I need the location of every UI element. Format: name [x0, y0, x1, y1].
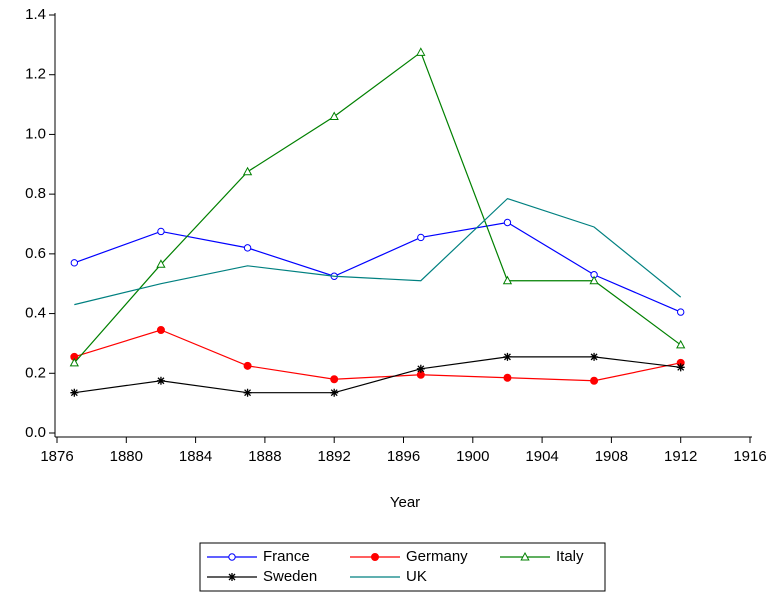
x-tick-label: 1876	[40, 448, 73, 465]
marker	[677, 308, 685, 316]
x-tick-label: 1888	[248, 448, 281, 465]
marker	[416, 364, 425, 373]
marker	[243, 388, 252, 397]
x-tick-label: 1892	[318, 448, 351, 465]
series-line	[74, 221, 681, 313]
marker	[156, 376, 165, 385]
legend-label: Germany	[406, 548, 468, 565]
marker	[503, 373, 512, 382]
x-tick-label: 1896	[387, 448, 420, 465]
marker	[329, 111, 339, 121]
legend-label: France	[263, 548, 310, 565]
marker	[590, 376, 599, 385]
x-tick-label: 1880	[110, 448, 143, 465]
legend-label: UK	[406, 568, 427, 585]
marker	[590, 352, 599, 361]
marker	[156, 259, 166, 268]
marker	[156, 325, 165, 334]
y-tick-label: 1.4	[25, 6, 46, 23]
x-tick-label: 1900	[456, 448, 489, 465]
y-tick-label: 1.2	[25, 66, 46, 83]
marker	[676, 339, 686, 349]
marker	[589, 275, 599, 285]
x-tick-label: 1904	[525, 448, 558, 465]
x-tick-label: 1908	[595, 448, 628, 465]
marker	[243, 244, 252, 252]
series-line	[74, 356, 681, 394]
legend-label: Italy	[556, 548, 584, 565]
marker	[242, 166, 253, 176]
marker	[70, 259, 79, 267]
legend-label: Sweden	[263, 568, 317, 585]
x-tick-label: 1916	[733, 448, 766, 465]
legend-box	[199, 542, 606, 592]
marker	[416, 47, 426, 56]
y-tick-label: 1.0	[25, 125, 46, 142]
marker	[503, 352, 512, 361]
marker	[243, 361, 252, 370]
marker	[520, 551, 530, 561]
y-tick-label: 0.4	[25, 305, 46, 322]
y-tick-label: 0.2	[25, 364, 46, 381]
y-tick-label: 0.8	[25, 185, 46, 202]
marker	[502, 275, 513, 285]
marker	[228, 573, 236, 581]
marker	[157, 227, 165, 236]
marker	[70, 388, 79, 397]
marker	[228, 553, 236, 561]
x-tick-label: 1884	[179, 448, 212, 465]
series-line	[74, 329, 681, 382]
marker	[330, 388, 339, 397]
marker	[676, 363, 685, 372]
marker	[69, 357, 79, 367]
marker	[503, 218, 512, 227]
x-axis-label: Year	[390, 494, 420, 511]
marker	[371, 553, 379, 561]
y-tick-label: 0.6	[25, 245, 46, 262]
y-tick-label: 0.0	[25, 424, 46, 441]
x-tick-label: 1912	[664, 448, 697, 465]
series-line	[73, 51, 682, 364]
marker	[417, 233, 425, 242]
series-line	[74, 197, 682, 306]
marker	[330, 375, 339, 384]
